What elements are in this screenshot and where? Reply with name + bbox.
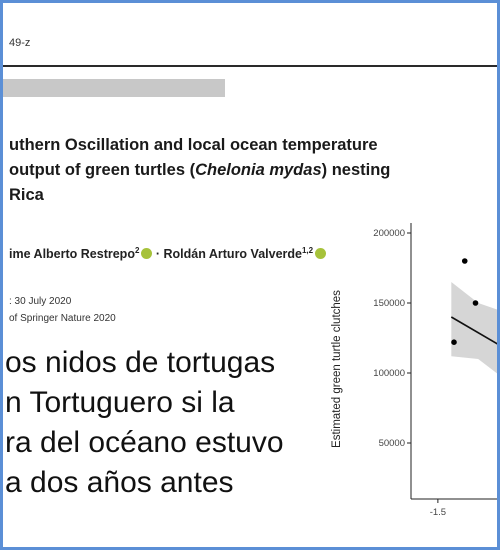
y-tick-label: 150000 — [373, 298, 405, 309]
data-point — [451, 339, 457, 345]
species-name: Chelonia mydas — [195, 161, 322, 179]
orcid-icon[interactable] — [315, 248, 327, 260]
caption-line-3: ra del océano estuvo — [5, 426, 284, 459]
author-restrepo[interactable]: ime Alberto Restrepo — [9, 247, 135, 262]
data-point — [461, 258, 468, 264]
published-date: : 30 July 2020 — [9, 296, 72, 307]
overlay-caption: os nidos de tortugas n Tortuguero si la … — [5, 343, 377, 503]
orcid-icon[interactable] — [141, 248, 153, 260]
copyright-notice: of Springer Nature 2020 — [9, 313, 116, 324]
title-line-1: uthern Oscillation and local ocean tempe… — [9, 136, 378, 154]
caption-line-2: n Tortuguero si la — [5, 386, 235, 419]
y-tick-label: 50000 — [379, 438, 405, 449]
header-divider — [3, 65, 497, 67]
author-separator: · — [152, 247, 164, 262]
redacted-bar — [3, 79, 225, 97]
regression-line — [450, 316, 497, 345]
caption-line-4: a dos años antes — [5, 466, 234, 499]
author-valverde[interactable]: Roldán Arturo Valverde — [163, 247, 302, 262]
author-list: ime Alberto Restrepo2 · Roldán Arturo Va… — [9, 246, 327, 262]
title-line-2-pre: output of green turtles ( — [9, 161, 196, 179]
y-tick-label: 100000 — [373, 368, 405, 379]
caption-line-1: os nidos de tortugas — [5, 346, 276, 379]
doi-fragment: 49-z — [9, 37, 31, 49]
y-tick-label: 200000 — [373, 228, 405, 239]
title-line-2-post: ) nesting — [321, 161, 391, 179]
confidence-band — [451, 282, 497, 374]
title-line-2: output of green turtles (Chelonia mydas)… — [9, 158, 489, 183]
title-line-3: Rica — [9, 186, 44, 204]
author-restrepo-affiliation: 2 — [134, 246, 140, 255]
article-title: uthern Oscillation and local ocean tempe… — [9, 133, 489, 208]
chart-y-axis-label: Estimated green turtle clutches — [331, 290, 343, 448]
author-valverde-affiliation: 1,2 — [301, 246, 314, 255]
data-point — [472, 300, 479, 306]
x-tick-label: -1.5 — [430, 507, 446, 518]
